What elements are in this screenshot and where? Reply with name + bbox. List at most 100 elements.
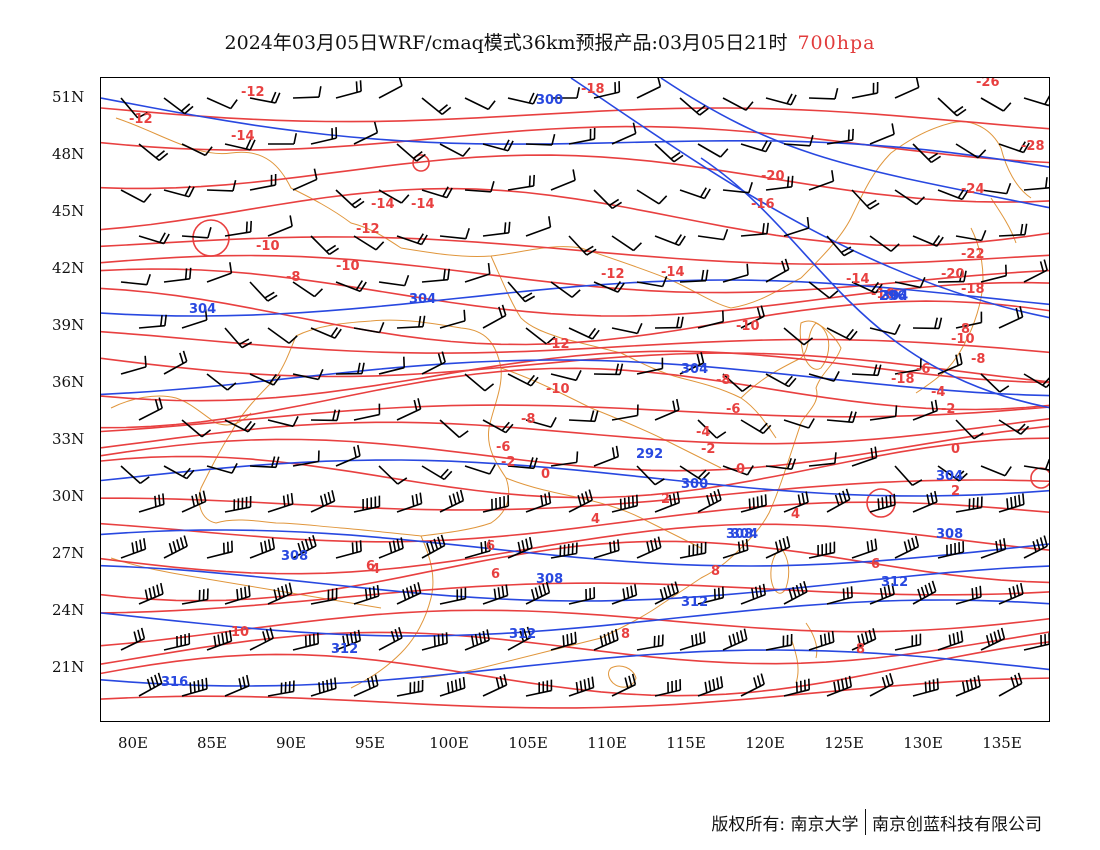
wind-barb <box>740 673 765 697</box>
wind-barb <box>421 186 453 199</box>
wind-barb <box>783 678 811 697</box>
wind-barb <box>654 581 679 605</box>
latitude-label: 51N <box>52 88 85 106</box>
longitude-label: 135E <box>982 734 1022 752</box>
wind-barb <box>912 678 939 697</box>
wind-barb <box>826 128 855 145</box>
wind-barb <box>998 141 1030 154</box>
wind-barb <box>163 185 195 198</box>
height-label: 296 <box>879 289 906 304</box>
wind-barb <box>181 419 212 438</box>
wind-barb <box>464 262 491 283</box>
wind-barb <box>894 535 920 559</box>
temperature-label: -16 <box>871 287 895 302</box>
wind-barb <box>912 143 942 164</box>
wind-barb <box>998 672 1023 697</box>
longitude-label: 115E <box>666 734 706 752</box>
wind-barb <box>955 311 983 329</box>
wind-barb <box>998 582 1024 605</box>
wind-barb <box>869 235 900 252</box>
temperature-label: -8 <box>971 352 985 367</box>
wind-barb <box>611 673 637 697</box>
wind-barb <box>636 357 664 375</box>
wind-barb <box>482 674 508 697</box>
wind-barb <box>697 143 729 158</box>
wind-barb <box>550 370 582 382</box>
temperature-contour <box>101 523 1049 575</box>
height-label: 312 <box>681 595 708 610</box>
wind-barb <box>869 583 895 605</box>
temperature-label: -4 <box>931 385 945 400</box>
temperature-label: -14 <box>661 265 685 280</box>
wind-barb <box>679 542 707 559</box>
wind-barb <box>507 536 533 559</box>
wind-barb <box>980 465 1012 477</box>
wind-barb <box>826 235 855 257</box>
wind-barb <box>482 495 510 513</box>
temperature-label: -8 <box>521 412 535 427</box>
wind-barb <box>1023 177 1049 191</box>
wind-barb <box>937 270 967 283</box>
temperature-label: 6 <box>366 559 375 574</box>
temperature-contour <box>101 236 1049 266</box>
hainan-island <box>608 665 637 688</box>
wind-barb <box>464 373 495 392</box>
wind-barb <box>335 189 365 209</box>
wind-barb <box>611 235 642 252</box>
longitude-label: 125E <box>824 734 864 752</box>
wind-barb <box>980 264 1008 283</box>
wind-barb <box>507 92 539 105</box>
height-label: 304 <box>189 302 216 317</box>
height-label: 300 <box>536 93 563 108</box>
temperature-labels: -12-12-14-18-14 -14-12-10-8-10-12 -14-16-1… <box>129 78 1045 657</box>
wind-barb <box>464 181 495 193</box>
wind-barb <box>464 539 491 559</box>
latitude-label: 24N <box>52 601 85 619</box>
height-label: 304 <box>681 362 708 377</box>
wind-barb <box>808 541 836 559</box>
wind-barb <box>980 538 1007 559</box>
wind-barb <box>912 399 939 421</box>
wind-barb <box>568 235 597 256</box>
wind-barb <box>138 143 169 161</box>
wind-barb <box>206 97 238 110</box>
temperature-label: -10 <box>951 332 975 347</box>
wind-barb <box>378 189 410 204</box>
height-label: 304 <box>731 527 758 542</box>
wind-barb <box>740 140 772 153</box>
wind-barb <box>937 630 964 651</box>
wind-barb <box>482 419 514 434</box>
wind-barb <box>396 492 423 513</box>
southeast-border <box>420 652 542 679</box>
temperature-label: -2 <box>701 442 715 457</box>
wind-barb <box>912 317 943 330</box>
wind-barb <box>851 364 882 377</box>
inner-border-1 <box>490 255 622 354</box>
latitude-label: 33N <box>52 430 85 448</box>
wind-barb <box>507 626 532 651</box>
temperature-label: -4 <box>696 425 710 440</box>
longitude-label: 100E <box>429 734 469 752</box>
temperature-contour <box>101 417 1049 449</box>
wind-barb <box>507 373 539 387</box>
wind-barb <box>525 216 552 237</box>
wind-barb <box>869 405 898 421</box>
wind-barb <box>568 587 596 605</box>
temperature-label: 4 <box>591 512 600 527</box>
wind-barb <box>249 91 281 104</box>
north-border <box>400 246 802 309</box>
title-main: 2024年03月05日WRF/cmaq模式36km预报产品:03月05日21时 <box>224 32 788 54</box>
height-label: 312 <box>509 627 536 642</box>
wind-barb <box>464 97 496 111</box>
wind-barb <box>120 189 152 203</box>
wind-barb <box>120 355 147 375</box>
wind-barb <box>783 581 808 605</box>
wind-barb <box>783 216 810 237</box>
temperature-contour <box>101 641 1049 697</box>
philippines <box>790 622 818 684</box>
wind-barb <box>421 97 452 115</box>
wind-barb <box>181 677 208 697</box>
wind-barb <box>292 632 320 651</box>
wind-barb <box>998 306 1024 329</box>
